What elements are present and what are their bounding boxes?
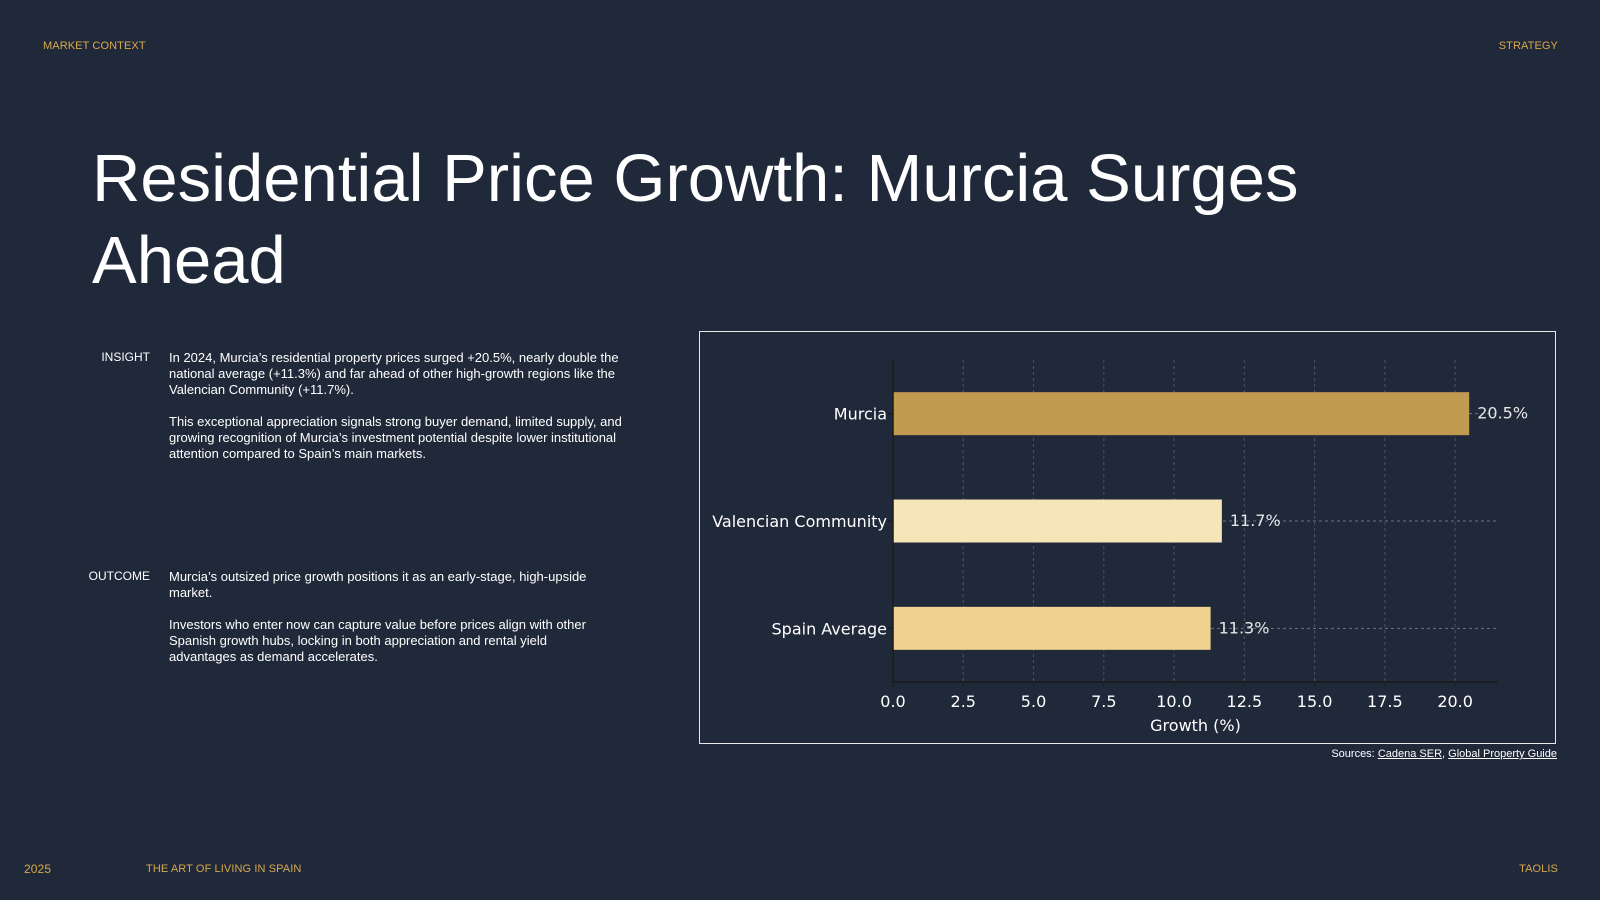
- x-tick-label: 2.5: [951, 692, 976, 711]
- x-tick-label: 0.0: [880, 692, 905, 711]
- x-tick-label: 12.5: [1227, 692, 1263, 711]
- bar: [893, 392, 1470, 436]
- footer-tagline: THE ART OF LIVING IN SPAIN: [146, 863, 302, 875]
- insight-paragraph: In 2024, Murcia’s residential property p…: [169, 350, 619, 397]
- bar: [893, 499, 1222, 543]
- outcome-label: OUTCOME: [88, 569, 150, 583]
- footer-brand: TAOLIS: [1519, 863, 1558, 875]
- page-title: Residential Price Growth: Murcia Surges …: [92, 141, 1299, 298]
- x-tick-label: 17.5: [1367, 692, 1403, 711]
- bar: [893, 606, 1211, 650]
- x-tick-label: 15.0: [1297, 692, 1333, 711]
- source-link-global-property-guide[interactable]: Global Property Guide: [1448, 748, 1557, 760]
- section-header-left: MARKET CONTEXT: [43, 40, 146, 52]
- x-tick-label: 10.0: [1156, 692, 1192, 711]
- footer-year: 2025: [24, 862, 52, 876]
- insight-body: In 2024, Murcia’s residential property p…: [169, 350, 649, 478]
- insight-paragraph: This exceptional appreciation signals st…: [169, 414, 622, 461]
- section-header-right: STRATEGY: [1498, 40, 1558, 52]
- x-tick-label: 5.0: [1021, 692, 1046, 711]
- x-tick-label: 7.5: [1091, 692, 1116, 711]
- sources-prefix: Sources:: [1331, 748, 1375, 760]
- x-tick-label: 20.0: [1437, 692, 1473, 711]
- growth-bar-chart: Murcia 20.5% Valencian Community 11.7% Spain…: [712, 360, 1528, 735]
- sources-line: Sources: Cadena SER, Global Property Gui…: [1331, 748, 1557, 760]
- chart-frame: Murcia 20.5% Valencian Community 11.7% Spain…: [699, 331, 1556, 744]
- value-label: 20.5%: [1477, 404, 1528, 423]
- source-link-cadena-ser[interactable]: Cadena SER: [1377, 748, 1443, 760]
- value-label: 11.3%: [1219, 618, 1270, 637]
- outcome-paragraph: Murcia’s outsized price growth positions…: [169, 569, 587, 600]
- category-label: Murcia: [834, 405, 887, 424]
- value-label: 11.7%: [1230, 511, 1281, 530]
- insight-label: INSIGHT: [101, 350, 150, 364]
- x-axis-label: Growth (%): [1150, 716, 1241, 735]
- category-label: Spain Average: [772, 619, 888, 638]
- outcome-body: Murcia’s outsized price growth positions…: [169, 569, 599, 681]
- outcome-paragraph: Investors who enter now can capture valu…: [169, 617, 586, 664]
- category-label: Valencian Community: [712, 512, 887, 531]
